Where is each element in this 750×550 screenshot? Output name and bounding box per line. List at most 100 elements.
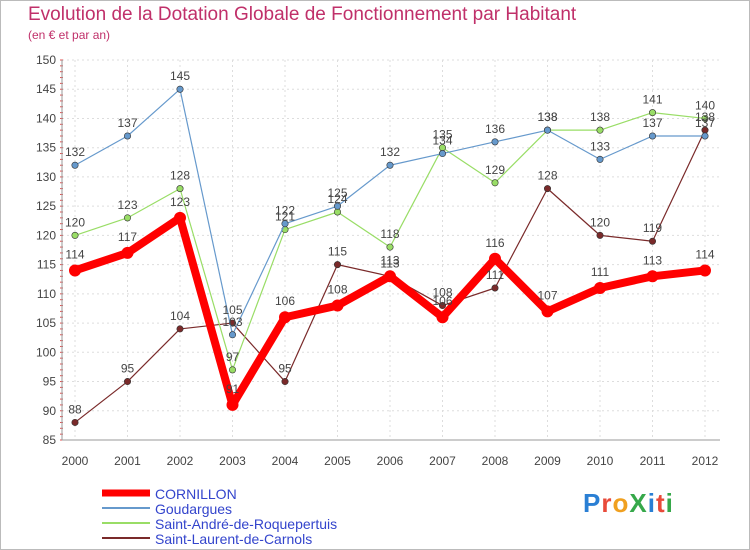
data-label: 111: [591, 265, 610, 279]
data-point: [491, 179, 499, 187]
data-label: 116: [485, 236, 504, 250]
data-point: [386, 243, 394, 251]
data-point: [71, 161, 79, 169]
x-tick-label: 2000: [62, 454, 89, 468]
data-label: 124: [327, 192, 347, 206]
legend-label: CORNILLON: [155, 486, 237, 502]
x-tick-label: 2012: [692, 454, 719, 468]
x-tick-label: 2006: [377, 454, 404, 468]
data-label: 129: [485, 163, 505, 177]
data-label: 121: [275, 210, 295, 224]
legend-label: Goudargues: [155, 501, 232, 517]
chart-subtitle: (en € et par an): [28, 28, 111, 42]
data-label: 88: [68, 402, 82, 416]
data-point: [281, 220, 289, 228]
data-label: 125: [327, 186, 347, 200]
data-label: 128: [537, 169, 557, 183]
y-tick-label: 100: [36, 345, 56, 359]
data-label: 106: [432, 294, 452, 308]
data-label: 113: [643, 253, 662, 267]
data-point: [491, 284, 499, 292]
y-tick-label: 85: [43, 433, 57, 447]
data-point: [124, 132, 132, 140]
data-point: [384, 270, 396, 283]
data-point: [596, 231, 604, 239]
data-label: 95: [121, 362, 135, 376]
data-point: [176, 325, 184, 333]
data-point: [648, 109, 656, 117]
data-point: [229, 331, 237, 339]
data-label: 123: [117, 198, 137, 212]
data-label: 107: [537, 288, 557, 302]
y-tick-label: 135: [36, 141, 56, 155]
data-point: [648, 132, 656, 140]
data-label: 138: [590, 110, 610, 124]
data-point: [646, 270, 659, 283]
data-point: [281, 378, 289, 386]
data-point: [124, 378, 132, 386]
data-point: [438, 302, 446, 310]
y-tick-label: 110: [37, 287, 56, 301]
data-point: [594, 282, 606, 294]
data-label: 117: [118, 230, 137, 244]
data-label: 111: [486, 268, 505, 282]
data-point: [176, 185, 184, 193]
x-tick-label: 2008: [482, 454, 509, 468]
data-label: 106: [275, 294, 295, 308]
y-tick-label: 150: [36, 53, 56, 67]
data-label: 132: [380, 145, 400, 159]
data-point: [226, 398, 239, 411]
x-tick-label: 2001: [114, 454, 141, 468]
data-point: [701, 132, 709, 140]
data-label: 140: [695, 98, 715, 112]
data-point: [333, 261, 341, 269]
proxiti-logo: ProXiti: [583, 488, 674, 518]
data-label: 118: [380, 227, 399, 241]
legend-label: Saint-Laurent-de-Carnols: [155, 531, 312, 547]
data-point: [386, 161, 394, 169]
data-point: [543, 126, 551, 134]
data-point: [176, 85, 184, 93]
x-tick-label: 2011: [640, 454, 666, 468]
data-label: 91: [226, 382, 240, 396]
data-label: 119: [643, 221, 662, 235]
data-label: 113: [380, 256, 399, 270]
data-point: [436, 311, 449, 324]
data-point: [596, 155, 604, 163]
x-tick-label: 2003: [219, 454, 246, 468]
data-point: [124, 214, 132, 222]
data-point: [229, 366, 237, 374]
data-label: 123: [170, 195, 190, 209]
x-tick-label: 2005: [324, 454, 351, 468]
data-label: 128: [170, 169, 190, 183]
data-label: 138: [695, 110, 715, 124]
legend-label: Saint-André-de-Roquepertuis: [155, 516, 337, 532]
y-tick-label: 125: [36, 199, 56, 213]
x-tick-label: 2002: [167, 454, 194, 468]
data-label: 115: [328, 245, 347, 259]
data-label: 108: [327, 283, 347, 297]
data-point: [596, 126, 604, 134]
data-point: [438, 150, 446, 158]
data-label: 134: [432, 134, 452, 148]
y-tick-label: 130: [36, 170, 56, 184]
data-label: 120: [590, 215, 610, 229]
x-tick-label: 2009: [534, 454, 561, 468]
data-point: [541, 305, 554, 318]
data-point: [648, 237, 656, 245]
data-point: [71, 418, 79, 426]
data-label: 114: [65, 247, 84, 261]
data-label: 95: [278, 362, 292, 376]
data-label: 133: [590, 139, 610, 153]
y-tick-label: 120: [36, 228, 56, 242]
data-label: 138: [537, 110, 557, 124]
data-point: [279, 311, 291, 324]
data-point: [333, 208, 341, 216]
data-point: [699, 264, 711, 277]
data-label: 137: [695, 116, 715, 130]
y-tick-label: 105: [36, 316, 56, 330]
y-tick-label: 140: [36, 111, 56, 125]
data-label: 141: [642, 93, 662, 107]
data-point: [333, 202, 341, 210]
